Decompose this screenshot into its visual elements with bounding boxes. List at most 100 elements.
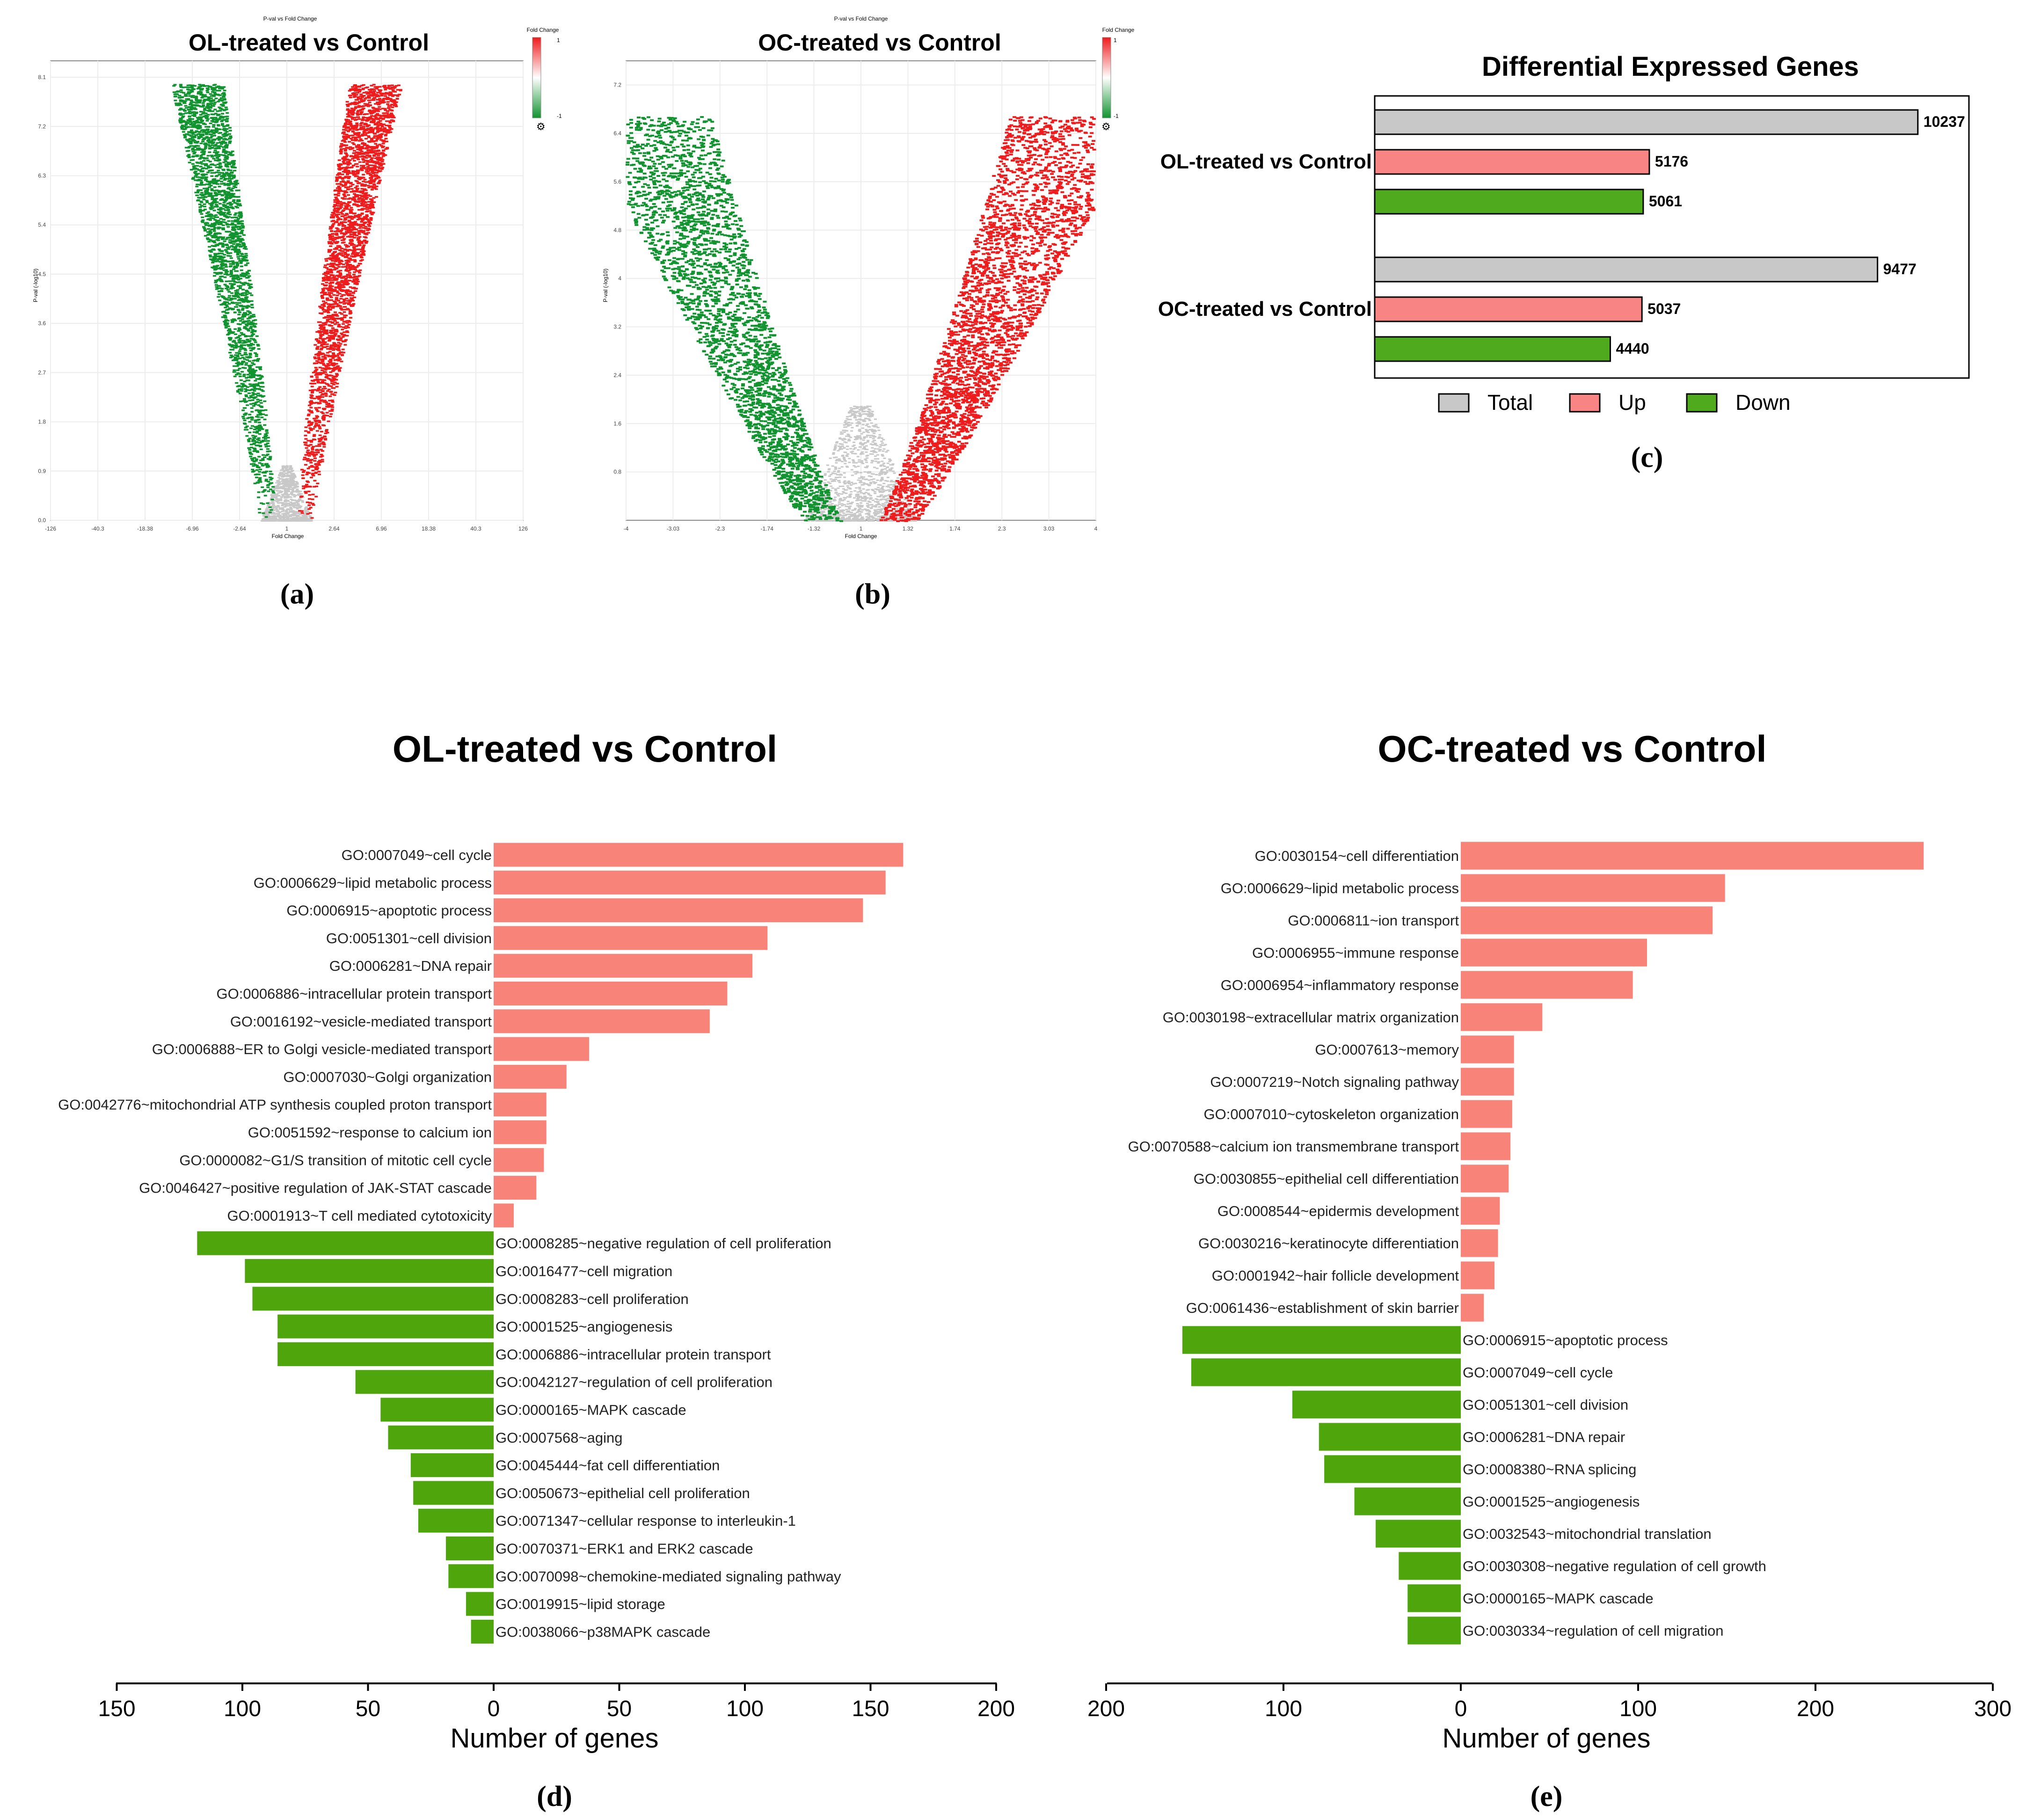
go-up-term: GO:0007049~cell cycle <box>342 847 492 863</box>
deg-bar-total <box>1374 109 1919 135</box>
go-up-bar <box>494 1092 547 1117</box>
deg-legend-label: Down <box>1735 390 1791 415</box>
volcano-b-header: P-val vs Fold Change <box>834 15 888 22</box>
volcano-x-tick: 3.03 <box>1043 525 1055 532</box>
volcano-plot-ol: P-val vs Fold Change OL-treated vs Contr… <box>32 15 562 539</box>
go-up-bar <box>494 954 753 978</box>
go-up-bar <box>1461 1229 1498 1257</box>
go-up-term: GO:0051592~response to calcium ion <box>248 1124 492 1141</box>
go-up-bar <box>494 870 886 895</box>
go-up-bar <box>1461 1003 1543 1031</box>
go-down-bar <box>466 1592 494 1616</box>
go-up-term: GO:0007613~memory <box>1315 1041 1459 1058</box>
go-down-term: GO:0045444~fat cell differentiation <box>496 1457 720 1474</box>
go-down-term: GO:0030334~regulation of cell migration <box>1463 1623 1724 1639</box>
volcano-y-tick: 4.8 <box>613 227 621 233</box>
go-down-term: GO:0001525~angiogenesis <box>496 1318 672 1335</box>
volcano-x-tick: -6.96 <box>186 525 199 532</box>
panel-label-b: (b) <box>855 578 890 610</box>
go-down-bar <box>1191 1358 1461 1386</box>
go-up-term: GO:0006954~inflammatory response <box>1221 977 1459 993</box>
go-up-term: GO:0006811~ion transport <box>1288 912 1459 929</box>
go-x-tick-label: 50 <box>356 1696 380 1721</box>
go-down-bar <box>413 1481 494 1505</box>
go-up-term: GO:0070588~calcium ion transmembrane tra… <box>1128 1138 1459 1155</box>
volcano-y-tick: 7.2 <box>38 123 46 130</box>
go-up-term: GO:0001942~hair follicle development <box>1212 1267 1459 1284</box>
go-chart-oc: OC-treated vs Control Number of genes GO… <box>1087 728 2012 1754</box>
volcano-x-tick: -40.3 <box>91 525 104 532</box>
deg-bar-up <box>1374 296 1643 322</box>
deg-bar-value: 9477 <box>1883 261 1917 277</box>
volcano-a-gear-icon: ⚙ <box>536 121 546 132</box>
go-up-term: GO:0046427~positive regulation of JAK-ST… <box>139 1180 492 1196</box>
go-down-term: GO:0008283~cell proliferation <box>496 1291 689 1307</box>
go-d-title: OL-treated vs Control <box>393 728 777 770</box>
go-down-term: GO:0016477~cell migration <box>496 1263 672 1280</box>
deg-bar-chart: Differential Expressed Genes 10237 5176 50… <box>1158 51 1970 415</box>
go-up-bar <box>494 1148 544 1172</box>
volcano-x-tick: 2.3 <box>998 525 1006 532</box>
deg-group-label: OL-treated vs Control <box>1160 150 1372 173</box>
go-x-tick-label: 200 <box>977 1696 1015 1721</box>
deg-legend-swatch <box>1569 393 1601 413</box>
go-down-bar <box>1292 1390 1461 1419</box>
deg-bar-value: 5037 <box>1647 300 1681 317</box>
volcano-a-legend-min: -1 <box>557 113 562 119</box>
volcano-colorbar <box>1102 37 1111 118</box>
go-up-term: GO:0007219~Notch signaling pathway <box>1210 1074 1459 1090</box>
volcano-x-tick: -126 <box>45 525 56 532</box>
go-down-term: GO:0001525~angiogenesis <box>1463 1493 1640 1510</box>
go-up-bar <box>494 898 863 923</box>
volcano-x-tick: -4 <box>624 525 629 532</box>
volcano-a-legend-title: Fold Change <box>527 27 559 33</box>
go-up-bar <box>1461 874 1725 902</box>
deg-chart-title: Differential Expressed Genes <box>1482 51 1859 82</box>
go-up-term: GO:0006888~ER to Golgi vesicle-mediated … <box>152 1041 492 1057</box>
go-down-term: GO:0000165~MAPK cascade <box>1463 1590 1654 1607</box>
volcano-x-tick: 6.96 <box>376 525 387 532</box>
go-down-bar <box>355 1370 494 1394</box>
volcano-y-tick: 1.8 <box>38 419 46 425</box>
volcano-y-tick: 0.0 <box>38 517 46 524</box>
go-down-bar <box>448 1564 494 1588</box>
volcano-x-tick: 1.32 <box>903 525 914 532</box>
go-up-bar <box>1461 906 1713 934</box>
go-up-term: GO:0007010~cytoskeleton organization <box>1204 1106 1459 1122</box>
go-down-bar <box>245 1259 494 1283</box>
deg-chart-frame <box>1374 95 1970 379</box>
volcano-x-tick: -2.64 <box>233 525 246 532</box>
go-up-bar <box>1461 1197 1500 1225</box>
deg-bar-down <box>1374 189 1644 215</box>
volcano-up-points <box>298 84 402 519</box>
go-down-term: GO:0038066~p38MAPK cascade <box>496 1623 710 1640</box>
deg-legend-label: Up <box>1618 390 1646 415</box>
panel-label-c: (c) <box>1631 442 1663 473</box>
volcano-x-tick: 40.3 <box>470 525 481 532</box>
volcano-x-tick: -2.3 <box>715 525 725 532</box>
go-down-term: GO:0032543~mitochondrial translation <box>1463 1526 1712 1542</box>
go-down-bar <box>277 1314 494 1339</box>
go-down-term: GO:0071347~cellular response to interleu… <box>496 1513 796 1529</box>
volcano-y-tick: 4 <box>618 275 621 282</box>
volcano-nonsignificant-points <box>260 465 313 522</box>
go-down-term: GO:0008380~RNA splicing <box>1463 1461 1636 1478</box>
go-x-tick-label: 200 <box>1087 1696 1125 1721</box>
volcano-y-tick: 6.3 <box>38 173 46 179</box>
go-up-term: GO:0006281~DNA repair <box>329 958 492 974</box>
go-down-bar <box>1376 1520 1461 1548</box>
volcano-x-tick: 4 <box>1094 525 1098 532</box>
go-up-bar <box>1461 1165 1509 1193</box>
volcano-x-tick: -1.74 <box>761 525 774 532</box>
go-x-tick-label: 100 <box>726 1696 764 1721</box>
go-down-term: GO:0006886~intracellular protein transpo… <box>496 1346 771 1362</box>
go-x-tick-label: 100 <box>1265 1696 1302 1721</box>
go-up-bar <box>1461 1132 1511 1160</box>
go-down-bar <box>1182 1326 1461 1354</box>
volcano-colorbar <box>532 37 541 118</box>
go-up-term: GO:0042776~mitochondrial ATP synthesis c… <box>58 1097 492 1113</box>
volcano-x-tick: 1 <box>860 525 863 532</box>
go-up-term: GO:0006886~intracellular protein transpo… <box>217 986 492 1002</box>
volcano-x-tick: 18.38 <box>422 525 436 532</box>
